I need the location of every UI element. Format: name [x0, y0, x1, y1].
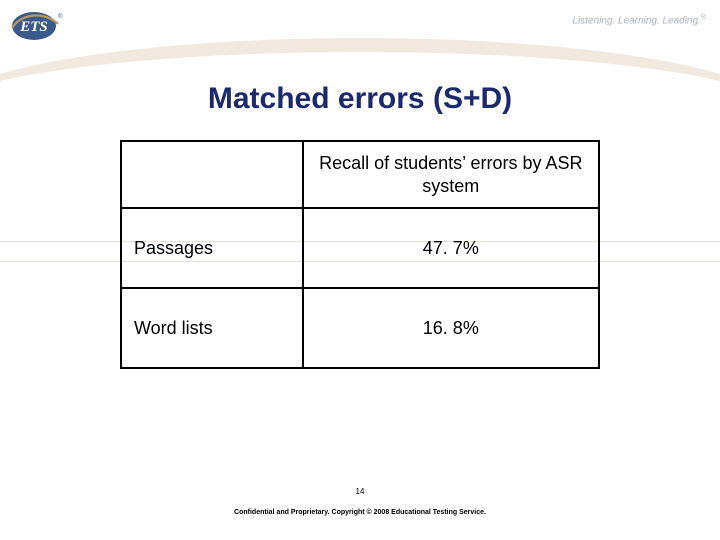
row-value: 16. 8% [303, 288, 599, 368]
slide-title: Matched errors (S+D) [0, 82, 720, 116]
table-row: Word lists 16. 8% [121, 288, 599, 368]
header-blank [121, 141, 303, 208]
table-row: Passages 47. 7% [121, 208, 599, 288]
page-number: 14 [0, 487, 720, 496]
tagline-text: Listening. Learning. Leading. [572, 15, 700, 26]
registered-mark: ® [701, 14, 706, 21]
table-header-row: Recall of students’ errors by ASR system [121, 141, 599, 208]
row-value: 47. 7% [303, 208, 599, 288]
brand-tagline: Listening. Learning. Leading.® [572, 14, 706, 26]
results-table: Recall of students’ errors by ASR system… [120, 140, 600, 369]
header-recall: Recall of students’ errors by ASR system [303, 141, 599, 208]
ets-logo-text: ETS [19, 19, 48, 35]
copyright-footer: Confidential and Proprietary. Copyright … [0, 509, 720, 516]
ets-logo: ETS ® [10, 6, 66, 46]
svg-text:®: ® [58, 13, 63, 20]
row-label: Word lists [121, 288, 303, 368]
row-label: Passages [121, 208, 303, 288]
